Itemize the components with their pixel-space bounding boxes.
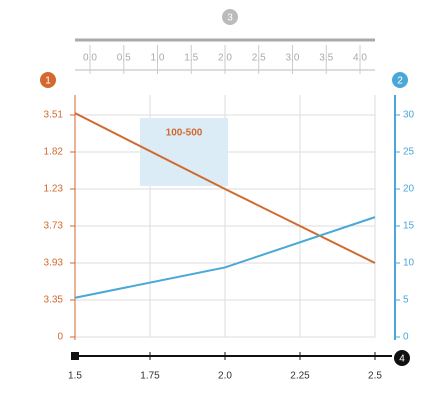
y-tick-label: 3.35: [44, 295, 64, 306]
y-tick-label: 1.23: [44, 184, 64, 195]
badge: [392, 72, 408, 88]
top-tick-label: 3.5: [319, 53, 333, 64]
y2-tick-label: 0: [403, 332, 409, 343]
badge: [40, 72, 56, 88]
badge-label: 2: [397, 76, 403, 87]
badge: [222, 9, 238, 25]
badge-label: 1: [45, 76, 51, 87]
y-tick-label: 3.51: [44, 110, 64, 121]
badge-label: 4: [399, 354, 405, 365]
badge-label: 3: [227, 13, 233, 24]
y2-tick-label: 15: [403, 221, 415, 232]
y2-tick-label: 25: [403, 147, 415, 158]
annotation-box: [140, 118, 228, 186]
y-tick-label: 0: [57, 332, 63, 343]
top-tick-label: 0.5: [117, 53, 131, 64]
series-line: [74, 112, 376, 264]
top-tick-label: 1.5: [184, 53, 198, 64]
badge: [394, 350, 410, 366]
x-tick-label: 2.0: [218, 371, 232, 382]
top-tick-label: 2.0: [218, 53, 232, 64]
series-line: [74, 216, 376, 299]
top-tick-label: 1.0: [151, 53, 165, 64]
x-tick-label: 2.5: [368, 371, 382, 382]
y2-tick-label: 20: [403, 184, 415, 195]
y-tick-label: 3.73: [44, 221, 64, 232]
y-tick-label: 3.93: [44, 258, 64, 269]
top-tick-label: 2.5: [252, 53, 266, 64]
x-tick-label: 1.75: [140, 371, 160, 382]
top-tick-label: 0.0: [83, 53, 97, 64]
x-tick-label: 1.5: [68, 371, 82, 382]
top-tick-label: 4.0: [353, 53, 367, 64]
y2-tick-label: 30: [403, 110, 415, 121]
x-tick-label: 2.25: [290, 371, 310, 382]
y-tick-label: 1.82: [44, 147, 64, 158]
y2-tick-label: 5: [403, 295, 409, 306]
y2-tick-label: 10: [403, 258, 415, 269]
annotation: 100-500: [166, 128, 203, 139]
top-tick-label: 3.0: [286, 53, 300, 64]
